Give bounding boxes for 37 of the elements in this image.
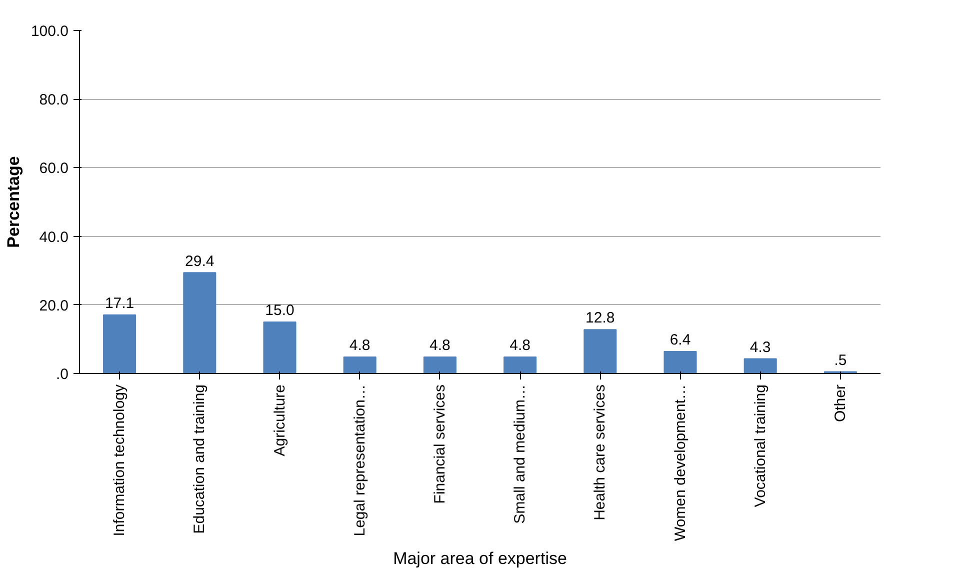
x-tick-label: Other (832, 384, 849, 422)
x-tick-label: Small and medium… (512, 384, 529, 524)
data-label: 17.1 (104, 294, 134, 312)
bar (423, 356, 456, 374)
y-tick-label: 60.0 (39, 160, 69, 178)
x-tick-label: Information technology (111, 384, 128, 536)
y-tick-label: 40.0 (39, 228, 69, 246)
x-tick-label: Vocational training (752, 384, 769, 508)
x-tick-label: Legal representation… (351, 384, 368, 536)
data-label: 6.4 (670, 332, 691, 349)
y-tick-label: 80.0 (39, 92, 69, 109)
bar (343, 356, 376, 374)
x-tick-label: Women development… (672, 384, 689, 541)
data-label: 4.8 (510, 337, 530, 354)
bar (263, 322, 296, 374)
data-label: 4.3 (750, 338, 771, 356)
data-label: 29.4 (185, 252, 214, 270)
y-tick-label: .0 (56, 366, 69, 383)
bar (183, 272, 216, 374)
data-label: 15.0 (265, 302, 294, 320)
data-label: .5 (834, 352, 847, 369)
y-axis-title: Percentage (4, 156, 23, 248)
data-label: 12.8 (586, 310, 615, 327)
y-tick-label: 100.0 (30, 23, 69, 40)
bar (584, 329, 617, 374)
bar (103, 314, 136, 374)
data-label: 4.8 (349, 337, 370, 354)
y-tick-label: 20.0 (39, 297, 69, 314)
x-tick-label: Education and training (191, 384, 208, 534)
x-axis-title: Major area of expertise (393, 548, 567, 568)
x-tick-label: Agriculture (271, 384, 288, 456)
x-tick-label: Financial services (431, 384, 448, 504)
bar (664, 351, 697, 374)
bar (744, 358, 777, 374)
bar (504, 356, 537, 374)
x-tick-label: Health care services (592, 384, 609, 520)
data-label: 4.8 (430, 337, 450, 354)
